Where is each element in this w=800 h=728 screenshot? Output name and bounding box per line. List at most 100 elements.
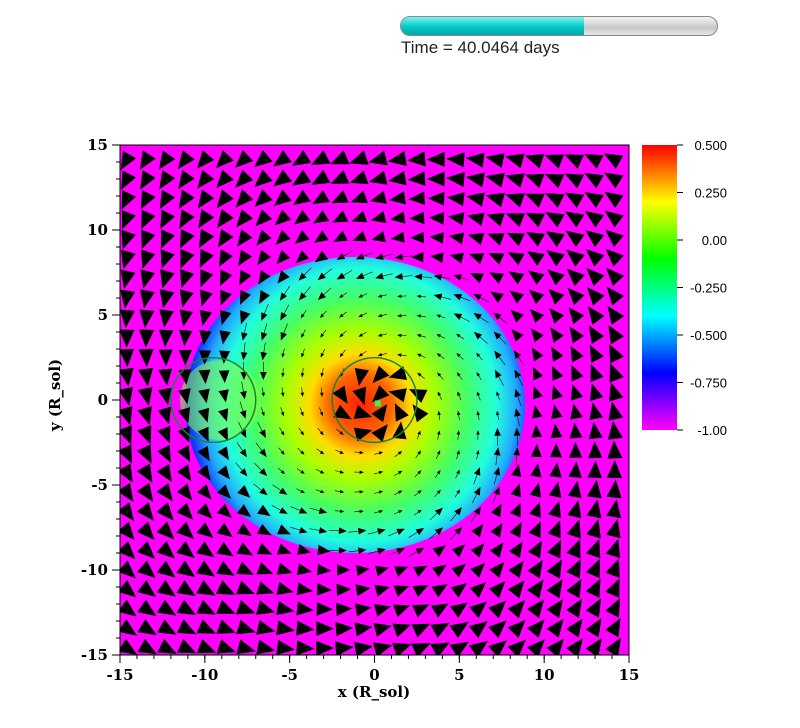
vector-glyph xyxy=(256,562,274,575)
vector-glyph xyxy=(216,189,234,209)
vector-glyph xyxy=(176,464,192,482)
vector-glyph xyxy=(120,560,136,579)
vector-glyph xyxy=(510,483,521,498)
vector-glyph xyxy=(196,522,214,539)
vector-glyph xyxy=(353,427,373,442)
vector-glyph xyxy=(136,541,156,559)
vector-glyph xyxy=(320,352,325,358)
vector-glyph xyxy=(397,490,403,494)
vector-glyph xyxy=(417,509,422,514)
vector-glyph xyxy=(508,541,523,559)
vector-tail xyxy=(302,310,307,317)
vector-glyph xyxy=(198,209,215,229)
vector-glyph xyxy=(180,248,195,269)
vector-glyph xyxy=(566,578,582,599)
vector-glyph xyxy=(528,521,541,539)
vector-tail xyxy=(262,387,264,395)
vector-tail xyxy=(516,413,520,427)
vector-glyph xyxy=(301,333,305,338)
vector-tail xyxy=(373,471,381,475)
vector-glyph xyxy=(507,599,526,619)
vector-glyph xyxy=(488,581,506,599)
vector-tail xyxy=(296,468,303,473)
vector-tail xyxy=(334,470,342,473)
vector-tail xyxy=(419,354,426,358)
vector-glyph xyxy=(197,445,210,462)
vector-glyph xyxy=(397,333,402,338)
vector-glyph xyxy=(511,328,524,342)
vector-glyph xyxy=(276,581,294,595)
vector-glyph xyxy=(280,331,287,341)
vector-glyph xyxy=(156,560,176,578)
vector-glyph xyxy=(374,584,391,597)
vector-glyph xyxy=(407,151,426,167)
vector-glyph xyxy=(531,347,544,362)
vector-glyph xyxy=(436,334,441,338)
vector-glyph xyxy=(389,211,406,224)
vector-tail xyxy=(477,393,481,401)
vector-glyph xyxy=(330,150,350,165)
vector-tail xyxy=(263,342,266,355)
vector-glyph xyxy=(276,620,296,636)
vector-glyph xyxy=(179,229,195,249)
vector-glyph xyxy=(280,411,285,417)
vector-tail xyxy=(438,374,444,380)
vector-tail xyxy=(457,433,459,440)
vector-glyph xyxy=(332,385,348,404)
vector-glyph xyxy=(158,349,173,367)
vector-glyph xyxy=(411,604,430,618)
companion-orbit-circle xyxy=(170,356,257,444)
vector-tail xyxy=(454,491,459,498)
vector-glyph xyxy=(121,209,136,230)
vector-glyph xyxy=(277,270,290,284)
vector-tail xyxy=(360,293,368,297)
vector-glyph xyxy=(239,448,247,458)
vector-tail xyxy=(335,449,342,453)
vector-glyph xyxy=(297,544,312,555)
x-axis-label: x (R_sol) xyxy=(338,683,410,701)
vector-glyph xyxy=(530,463,542,478)
vector-glyph xyxy=(411,643,431,655)
vector-tail xyxy=(341,330,347,336)
vector-glyph xyxy=(605,518,621,539)
vector-glyph xyxy=(456,449,460,455)
vector-glyph xyxy=(331,190,349,204)
vector-glyph xyxy=(176,502,194,520)
vector-tail xyxy=(334,510,342,512)
vector-glyph xyxy=(378,509,384,514)
vector-glyph xyxy=(339,294,344,298)
vector-glyph xyxy=(587,460,603,479)
vector-glyph xyxy=(336,583,352,596)
vector-glyph xyxy=(318,507,328,514)
vector-glyph xyxy=(496,410,500,416)
vector-glyph xyxy=(470,562,486,578)
vector-glyph xyxy=(219,330,231,345)
vector-glyph xyxy=(158,150,176,170)
vector-glyph xyxy=(609,382,624,402)
vector-glyph xyxy=(528,289,545,305)
vector-glyph xyxy=(377,528,386,535)
vector-glyph xyxy=(389,191,406,205)
vector-glyph xyxy=(510,309,524,323)
y-tick-label: -15 xyxy=(81,646,108,664)
vector-glyph xyxy=(493,466,501,476)
vector-glyph xyxy=(565,230,585,248)
vector-glyph xyxy=(388,170,407,186)
vector-glyph xyxy=(434,527,444,536)
vector-tail xyxy=(458,276,471,281)
vector-glyph xyxy=(473,486,481,496)
vector-glyph xyxy=(120,502,135,522)
vector-glyph xyxy=(300,489,305,494)
vector-glyph xyxy=(527,639,545,655)
vector-tail xyxy=(438,393,443,401)
vector-glyph xyxy=(603,153,624,169)
vector-glyph xyxy=(260,332,268,341)
vector-glyph xyxy=(140,170,156,190)
vector-glyph xyxy=(565,249,585,267)
vector-glyph xyxy=(398,510,403,514)
vector-tail xyxy=(416,433,420,440)
vector-glyph xyxy=(236,542,254,556)
vector-glyph xyxy=(473,467,481,476)
vector-tail xyxy=(282,348,285,356)
